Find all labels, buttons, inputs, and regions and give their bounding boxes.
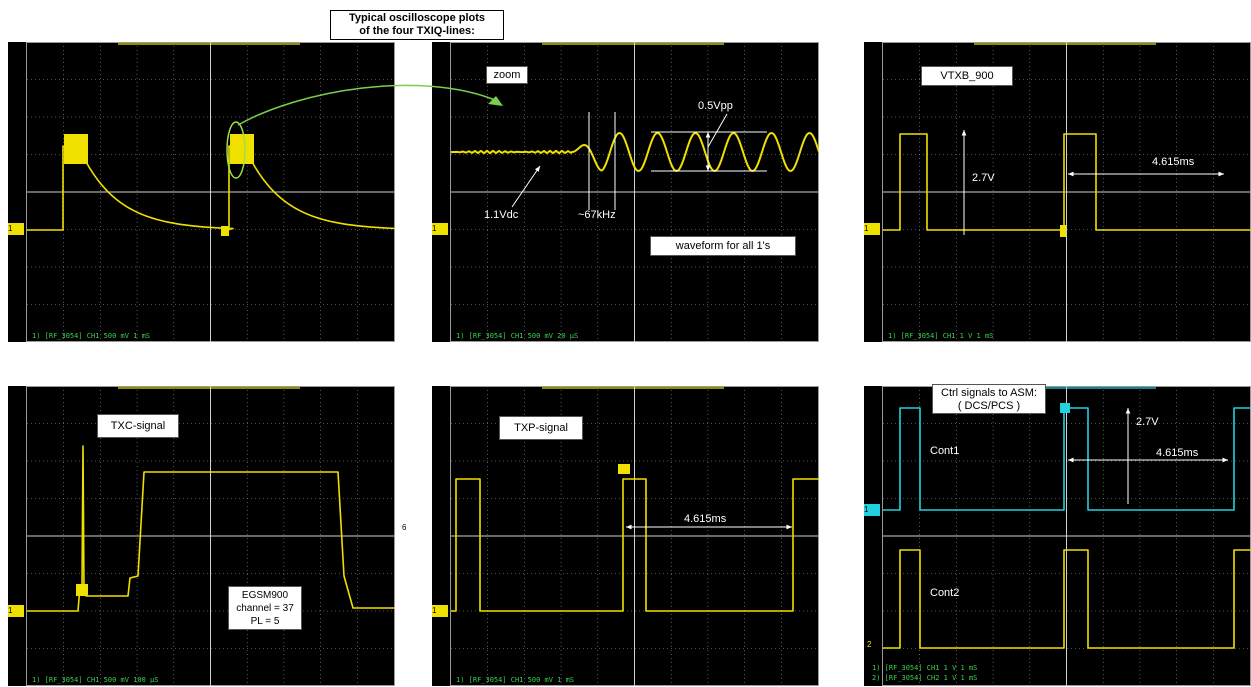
scope-status-2: 2) [RF_3054] CH2 1 V 1 mS [872, 674, 978, 682]
annotation-waveform: waveform for all 1's [650, 236, 796, 256]
arrow-head [961, 130, 967, 136]
channel-marker: 1 [8, 605, 24, 617]
channel-marker-1: 1 [864, 504, 880, 516]
channel-marker: 1 [8, 223, 24, 235]
annotation-4.615ms: 4.615ms [1152, 156, 1195, 168]
page-title: Typical oscilloscope plots of the four T… [330, 10, 504, 40]
trace-txp [451, 478, 819, 612]
arrow-head [786, 524, 792, 530]
scope-status: 1) [RF_3054] CH1 500 mV 1 mS [32, 332, 151, 340]
scope-4: 1 TXC-signal EGSM900 channel = 37 PL = 5… [8, 386, 395, 686]
scope-status: 1) [RF_3054] CH1 500 mV 100 µS [32, 676, 159, 684]
annotation-txc-signal: TXC-signal [97, 414, 179, 438]
scope-4-plot [26, 386, 395, 686]
cursor [1060, 225, 1066, 237]
trace-sine [450, 132, 819, 172]
annotation-67khz: ~67kHz [578, 209, 616, 221]
annotation-cont2: Cont2 [930, 587, 960, 599]
scope-5: 1 TXP-signal 4.615ms 1) [RF_3054] CH1 50… [432, 386, 819, 686]
arrow-head [705, 132, 711, 138]
scope-3-plot [882, 42, 1251, 342]
arrow-head [1222, 457, 1228, 463]
annotation-4.615ms: 4.615ms [684, 513, 727, 525]
arrow-head [1125, 408, 1131, 414]
trace-cont1 [883, 407, 1251, 511]
scope-status: 1) [RF_3054] CH1 500 mV 1 mS [456, 676, 575, 684]
arrow-head [1218, 171, 1224, 177]
trace-square [883, 133, 1251, 231]
channel-marker: 1 [432, 223, 448, 235]
scope-status: 1) [RF_3054] CH1 1 V 1 mS [888, 332, 994, 340]
cursor [76, 584, 88, 596]
scope-6-plot [882, 386, 1251, 686]
cursor [618, 464, 630, 474]
annotation-4.615ms: 4.615ms [1156, 447, 1199, 459]
annotation-1.1vdc: 1.1Vdc [484, 209, 519, 221]
leader [707, 113, 728, 148]
trace-cont2 [883, 549, 1251, 649]
burst-1 [64, 134, 88, 164]
scope-1: 1 1) [RF_3054] CH1 500 mV 1 mS [8, 42, 395, 342]
scope-3: 1 VTXB_900 2.7V 4.615ms 1) [RF_3054] CH1… [864, 42, 1251, 342]
trace-pulse-2 [223, 145, 395, 231]
arrow-head [534, 166, 540, 172]
page-number: 6 [402, 523, 407, 532]
scope-6: 1 2 Ctrl signals to ASM: ( DCS/PCS ) 2.7… [864, 384, 1251, 686]
arrow-head [1068, 457, 1074, 463]
scope-2: 1 zoom 0.5Vpp 1.1Vdc ~67kHz waveform for… [432, 42, 819, 342]
annotation-txp-signal: TXP-signal [499, 416, 583, 440]
annotation-2.7v: 2.7V [972, 172, 995, 184]
annotation-zoom: zoom [486, 66, 528, 84]
annotation-ctrl-signals: Ctrl signals to ASM: ( DCS/PCS ) [932, 384, 1046, 414]
scope-1-plot [26, 42, 395, 342]
annotation-vtxb900: VTXB_900 [921, 66, 1013, 86]
arrow-head [705, 165, 711, 171]
arrow-line [511, 165, 541, 208]
scope-5-plot [450, 386, 819, 686]
scope-2-plot [450, 42, 819, 342]
annotation-cont1: Cont1 [930, 445, 960, 457]
channel-marker: 1 [432, 605, 448, 617]
annotation-egsm900: EGSM900 channel = 37 PL = 5 [228, 586, 302, 630]
channel-marker-2: 2 [867, 640, 872, 649]
cursor [1060, 403, 1070, 413]
channel-marker: 1 [864, 223, 880, 235]
cursor [221, 226, 229, 236]
scope-status: 1) [RF_3054] CH1 1 V 1 mS [872, 664, 978, 672]
burst-2 [230, 134, 254, 164]
annotation-0.5vpp: 0.5Vpp [698, 100, 733, 112]
scope-status: 1) [RF_3054] CH1 500 mV 20 µS [456, 332, 579, 340]
arrow-head [626, 524, 632, 530]
arrow-head [1068, 171, 1074, 177]
annotation-2.7v: 2.7V [1136, 416, 1159, 428]
trace-pulse-1 [27, 145, 234, 231]
